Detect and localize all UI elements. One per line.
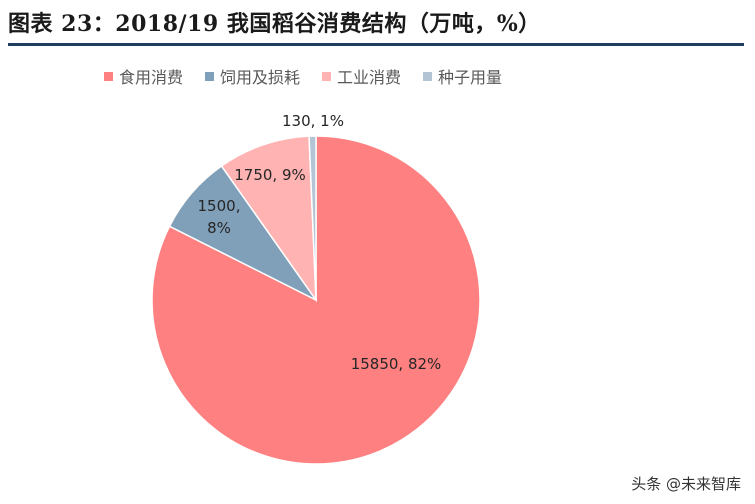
slice-seed: [308, 135, 317, 301]
legend-label-food: 食用消费: [119, 68, 184, 87]
legend-swatch-industrial: [322, 71, 332, 81]
slice-industrial: [220, 135, 317, 303]
label-industrial: 1750, 9%: [234, 166, 306, 184]
legend-item-industrial: 工业消费: [322, 64, 401, 88]
watermark: 头条 @未来智库: [631, 475, 741, 493]
label-food: 15850, 82%: [351, 355, 442, 373]
pie-slices: [151, 135, 481, 465]
legend-label-seed: 种子用量: [438, 68, 503, 87]
label-feed: 1500, 8%: [198, 197, 241, 237]
legend-item-seed: 种子用量: [423, 64, 502, 88]
legend-swatch-food: [104, 71, 113, 81]
legend-label-feed: 饲用及损耗: [220, 68, 301, 87]
slice-food: [151, 135, 481, 465]
chart-title: 图表 23：2018/19 我国稻谷消费结构（万吨，%）: [8, 11, 541, 37]
pie-labels: 15850, 82% 1500, 8% 1750, 9% 130, 1%: [198, 112, 442, 373]
legend-swatch-feed: [205, 71, 215, 81]
legend-label-industrial: 工业消费: [337, 68, 402, 87]
title-divider: [8, 43, 744, 46]
legend-item-food: 食用消费: [104, 64, 183, 88]
chart-legend: 食用消费 饲用及损耗 工业消费 种子用量: [104, 64, 524, 88]
legend-item-feed: 饲用及损耗: [205, 64, 300, 88]
legend-swatch-seed: [423, 71, 433, 81]
label-seed: 130, 1%: [282, 112, 344, 130]
